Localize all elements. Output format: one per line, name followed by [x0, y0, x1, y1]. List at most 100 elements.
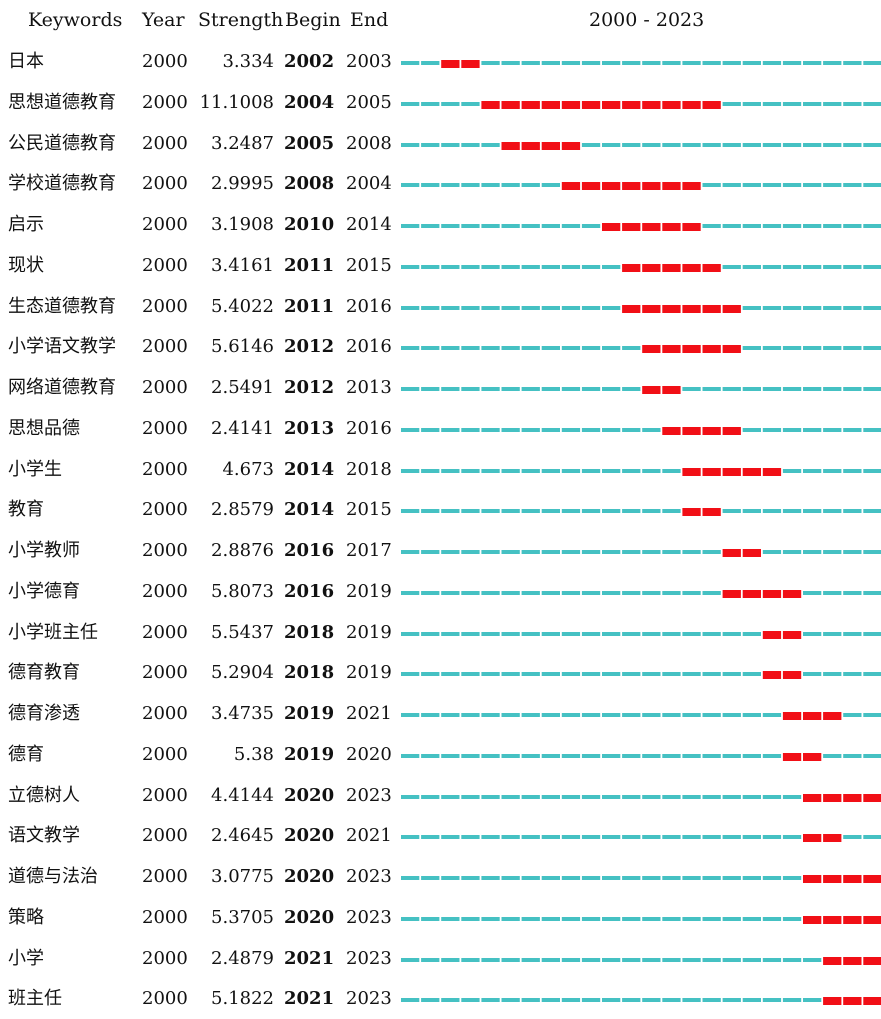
burst-timeline	[401, 386, 881, 394]
strength-cell: 2.9995	[211, 173, 274, 195]
burst-timeline	[401, 345, 881, 354]
timeline-segment	[823, 509, 842, 514]
year-cell: 2000	[142, 173, 188, 195]
keyword-cell: 小学生	[8, 458, 62, 480]
timeline-segment	[421, 183, 440, 188]
timeline-segment	[521, 957, 540, 962]
table-row: 小学语文教学 2000 5.6146 2012 2016	[0, 327, 881, 367]
timeline-segment	[863, 468, 881, 473]
year-cell: 2000	[142, 947, 188, 969]
timeline-segment	[501, 998, 520, 1003]
timeline-segment	[742, 672, 761, 677]
timeline-segment	[401, 509, 420, 514]
burst-segment	[662, 386, 681, 394]
timeline-segment	[843, 468, 862, 473]
burst-timeline	[401, 182, 881, 191]
timeline-segment	[521, 876, 540, 880]
timeline-segment	[561, 916, 581, 921]
end-cell: 2003	[346, 51, 392, 72]
timeline-segment	[722, 794, 741, 799]
timeline-segment	[581, 142, 601, 147]
timeline-segment	[461, 142, 480, 147]
year-cell: 2000	[142, 91, 188, 113]
timeline-segment	[521, 264, 540, 269]
timeline-segment	[722, 672, 741, 677]
keyword-cell: 小学班主任	[8, 621, 98, 643]
timeline-segment	[501, 183, 520, 188]
end-cell: 2014	[346, 214, 392, 235]
timeline-segment	[401, 957, 420, 962]
burst-segment	[702, 467, 721, 476]
timeline-segment	[722, 387, 741, 391]
timeline-segment	[622, 631, 641, 636]
strength-cell: 3.0775	[211, 866, 274, 887]
timeline-segment	[521, 183, 540, 188]
timeline-segment	[541, 835, 560, 840]
timeline-segment	[642, 590, 661, 595]
timeline-segment	[441, 142, 460, 147]
table-row: 小学 2000 2.4879 2021 2023	[0, 939, 881, 979]
burst-segment	[782, 589, 802, 598]
timeline-segment	[682, 916, 701, 921]
timeline-segment	[401, 387, 420, 391]
year-cell: 2000	[142, 458, 188, 480]
timeline-segment	[441, 387, 460, 391]
timeline-segment	[401, 183, 420, 188]
burst-segment	[622, 223, 641, 231]
begin-cell: 2020	[284, 784, 335, 806]
timeline-segment	[521, 713, 540, 717]
year-cell: 2000	[142, 825, 188, 847]
timeline-segment	[742, 61, 761, 65]
timeline-segment	[682, 142, 701, 147]
timeline-segment	[662, 957, 681, 962]
timeline-segment	[541, 550, 560, 554]
timeline-segment	[501, 224, 520, 228]
timeline-segment	[742, 183, 761, 188]
timeline-segment	[541, 224, 560, 228]
timeline-segment	[481, 916, 500, 921]
burst-segment	[501, 141, 520, 150]
timeline-segment	[702, 998, 721, 1003]
timeline-segment	[742, 998, 761, 1003]
table-row: 启示 2000 3.1908 2010 2014	[0, 205, 881, 245]
timeline-segment	[762, 916, 782, 921]
timeline-segment	[561, 957, 581, 962]
end-cell: 2023	[346, 988, 392, 1010]
begin-cell: 2011	[284, 295, 335, 317]
timeline-segment	[662, 876, 681, 880]
timeline-segment	[561, 835, 581, 840]
burst-segment	[581, 100, 601, 109]
timeline-segment	[521, 631, 540, 636]
burst-timeline	[401, 956, 881, 965]
timeline-segment	[521, 387, 540, 391]
timeline-segment	[823, 101, 842, 106]
timeline-segment	[501, 957, 520, 962]
timeline-segment	[863, 142, 881, 147]
timeline-segment	[762, 713, 782, 717]
timeline-segment	[501, 387, 520, 391]
burst-segment	[803, 793, 822, 802]
timeline-segment	[682, 631, 701, 636]
timeline-segment	[461, 916, 480, 921]
burst-segment	[662, 426, 681, 435]
timeline-segment	[722, 835, 741, 840]
timeline-segment	[702, 957, 721, 962]
burst-timeline	[401, 875, 881, 883]
timeline-segment	[521, 468, 540, 473]
timeline-segment	[622, 753, 641, 758]
timeline-segment	[782, 142, 802, 147]
timeline-segment	[662, 835, 681, 840]
timeline-segment	[622, 427, 641, 432]
burst-segment	[481, 100, 500, 109]
table-row: 语文教学 2000 2.4645 2020 2021	[0, 816, 881, 856]
timeline-segment	[863, 753, 881, 758]
timeline-segment	[441, 427, 460, 432]
timeline-segment	[622, 916, 641, 921]
table-row: 道德与法治 2000 3.0775 2020 2023	[0, 857, 881, 897]
timeline-segment	[401, 631, 420, 636]
timeline-segment	[461, 957, 480, 962]
timeline-segment	[682, 550, 701, 554]
burst-segment	[642, 263, 661, 272]
keyword-cell: 立德树人	[8, 784, 80, 806]
timeline-segment	[401, 550, 420, 554]
